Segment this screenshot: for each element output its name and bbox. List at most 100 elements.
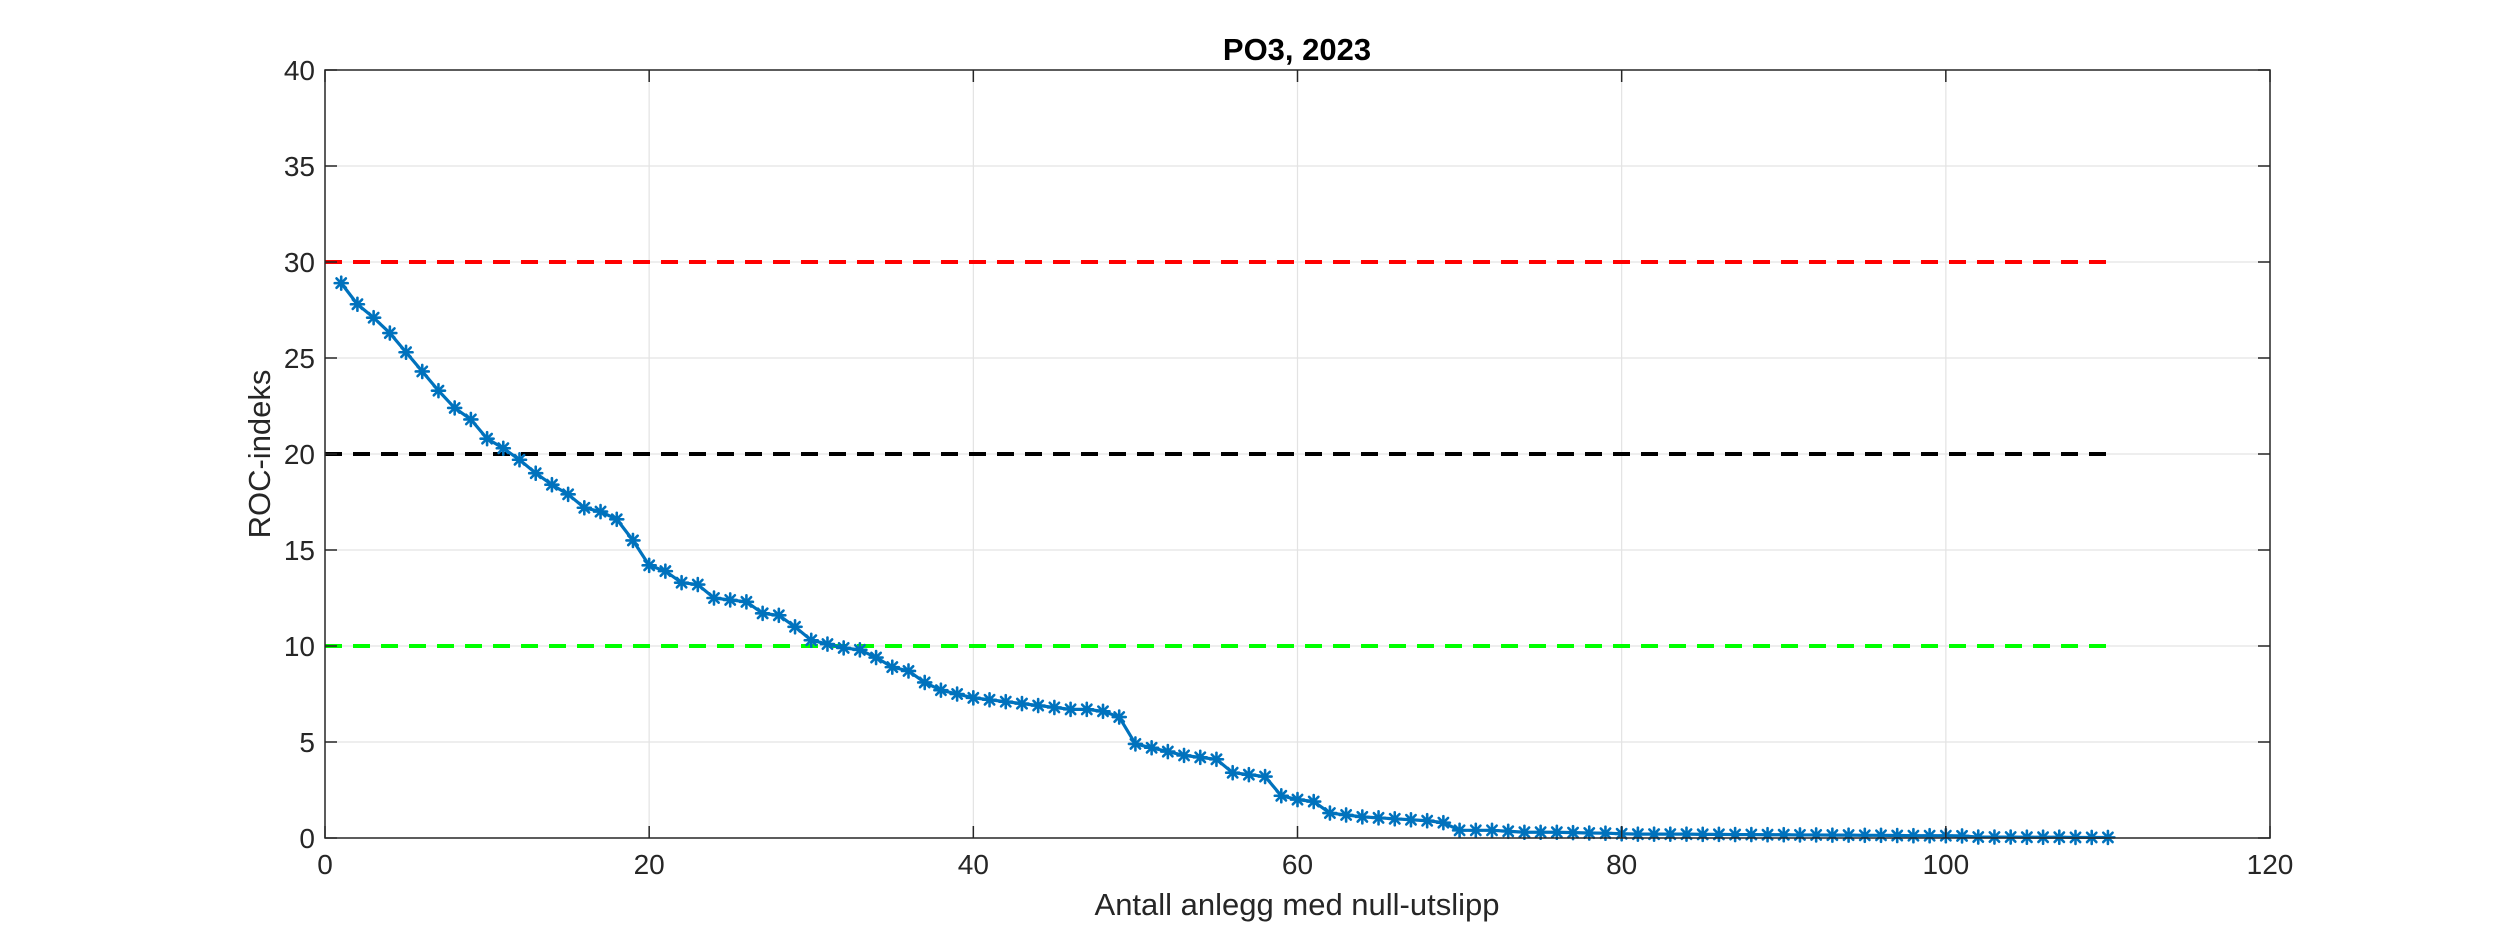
data-point-stroke [1421, 814, 1434, 827]
data-point-stroke [1907, 829, 1920, 842]
data-point [1775, 826, 1792, 843]
data-point [1160, 743, 1176, 760]
data-point-stroke [1048, 701, 1061, 714]
data-point-stroke [1080, 703, 1093, 716]
y-tick-label: 5 [299, 727, 315, 758]
data-point [1338, 807, 1354, 823]
data-point-stroke [1599, 827, 1612, 840]
data-point [1743, 826, 1760, 843]
x-tick-label: 20 [634, 849, 665, 880]
data-point [673, 574, 690, 591]
data-point [365, 309, 382, 326]
data-point-stroke [999, 695, 1012, 708]
data-point-stroke [805, 634, 818, 647]
data-point-stroke [1923, 829, 1936, 842]
data-point-stroke [1242, 768, 1255, 781]
y-axis-label: ROC-indeks [242, 370, 277, 539]
data-point-stroke [562, 488, 575, 501]
data-point [1095, 703, 1111, 720]
data-point [933, 682, 949, 698]
data-point-stroke [529, 467, 542, 480]
data-point-stroke [1469, 824, 1482, 837]
data-point [1241, 766, 1257, 783]
data-point-stroke [1210, 753, 1223, 766]
data-point [446, 400, 463, 416]
y-tick-label: 0 [299, 823, 315, 854]
x-tick-label: 100 [1922, 849, 1969, 880]
data-point [1824, 827, 1841, 843]
data-point-stroke [1194, 751, 1207, 764]
data-point [576, 499, 593, 516]
data-point-stroke [772, 609, 785, 622]
data-point-stroke [675, 576, 688, 589]
data-point [1176, 747, 1192, 764]
data-point [1403, 811, 1419, 828]
data-point [1921, 827, 1938, 844]
data-point-stroke [594, 505, 607, 518]
data-point-stroke [837, 641, 850, 654]
data-point-stroke [335, 277, 348, 290]
data-point-stroke [740, 595, 753, 608]
data-point-stroke [1404, 813, 1417, 826]
data-point [2051, 829, 2068, 846]
data-point [592, 503, 609, 520]
data-point-stroke [756, 607, 769, 620]
x-tick-label: 40 [958, 849, 989, 880]
data-point-stroke [481, 432, 494, 445]
data-point-stroke [513, 453, 526, 466]
data-point [1970, 829, 1987, 845]
data-point [1484, 822, 1500, 839]
reference-lines [325, 260, 2108, 648]
data-point [1046, 699, 1063, 716]
data-point-stroke [497, 442, 510, 455]
data-point [495, 440, 512, 457]
data-point-stroke [691, 578, 704, 591]
data-point [1192, 749, 1209, 766]
y-tick-labels: 0 5 10 15 20 25 30 35 40 [284, 55, 315, 854]
y-tick-label: 20 [284, 439, 315, 470]
data-point [560, 486, 576, 503]
data-point [916, 674, 933, 691]
data-point-stroke [1161, 745, 1174, 758]
data-point [981, 691, 998, 708]
data-point-stroke [1145, 741, 1158, 754]
data-point [1305, 793, 1322, 810]
chart-title: PO3, 2023 [1223, 32, 1371, 67]
data-point-stroke [2053, 831, 2066, 844]
data-point-stroke [643, 559, 656, 572]
data-point [349, 296, 366, 313]
data-point [803, 632, 820, 649]
data-point [1889, 827, 1906, 844]
data-point-stroke [1534, 826, 1547, 839]
data-point-stroke [967, 691, 980, 704]
data-point [1273, 787, 1290, 804]
data-point [1289, 791, 1306, 808]
x-axis-label: Antall anlegg med null-utslipp [1095, 887, 1500, 922]
data-point-stroke [708, 592, 720, 604]
data-point [1549, 824, 1565, 841]
data-point [382, 325, 398, 341]
y-tick-label: 25 [284, 343, 315, 374]
data-point-stroke [1323, 807, 1336, 820]
data-point-stroke [1032, 699, 1045, 712]
data-point [1224, 764, 1241, 781]
data-point-stroke [1567, 826, 1580, 839]
data-point-stroke [367, 311, 380, 324]
data-point-stroke [1956, 829, 1969, 842]
data-point [641, 557, 657, 574]
y-tick-label: 30 [284, 247, 315, 278]
data-point [1516, 824, 1533, 841]
data-point-stroke [1015, 697, 1028, 710]
data-point [706, 590, 722, 606]
data-point-stroke [1453, 824, 1466, 837]
data-point-stroke [659, 565, 672, 578]
data-point [868, 649, 884, 666]
data-point [1257, 768, 1273, 785]
data-point-stroke [1129, 737, 1142, 750]
data-point [1694, 826, 1711, 843]
data-point [1597, 825, 1614, 842]
data-point [2035, 829, 2051, 846]
data-point-stroke [1988, 831, 2001, 844]
data-point-stroke [383, 327, 396, 340]
